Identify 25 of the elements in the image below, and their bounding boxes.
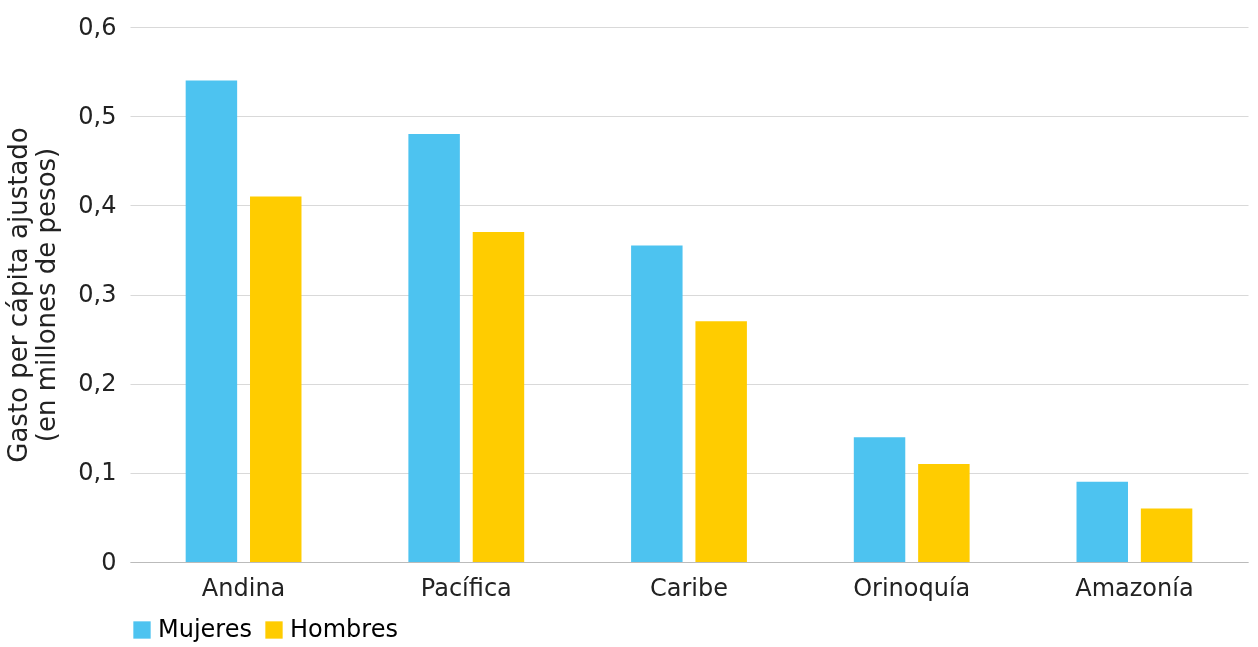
x-tick-label: Andina — [201, 573, 286, 602]
y-tick-label: 0 — [101, 547, 117, 576]
y-tick-label: 0,4 — [78, 190, 117, 219]
x-tick-label: Pacífica — [420, 573, 512, 602]
bar — [185, 80, 238, 562]
legend-label: Hombres — [290, 615, 398, 643]
y-tick-label: 0,3 — [78, 280, 117, 308]
x-tick-label: Amazonía — [1075, 573, 1194, 602]
bar — [1076, 481, 1128, 562]
y-tick-label: 0,5 — [78, 101, 117, 130]
x-tick-label: Orinoquía — [853, 573, 971, 602]
y-axis-title: Gasto per cápita ajustado (en millones de pesos) — [3, 127, 62, 463]
y-tick-label: 0,2 — [78, 369, 117, 398]
legend-label: Mujeres — [158, 615, 252, 643]
bar — [918, 463, 970, 562]
bar — [631, 245, 683, 562]
x-tick-label: Caribe — [650, 573, 728, 602]
bar — [695, 321, 747, 562]
bar — [853, 437, 906, 562]
bar — [408, 134, 460, 562]
bar — [1140, 508, 1193, 562]
bar — [250, 196, 302, 562]
y-tick-label: 0,6 — [78, 12, 117, 41]
bar — [472, 232, 525, 562]
y-tick-label: 0,1 — [78, 458, 117, 487]
